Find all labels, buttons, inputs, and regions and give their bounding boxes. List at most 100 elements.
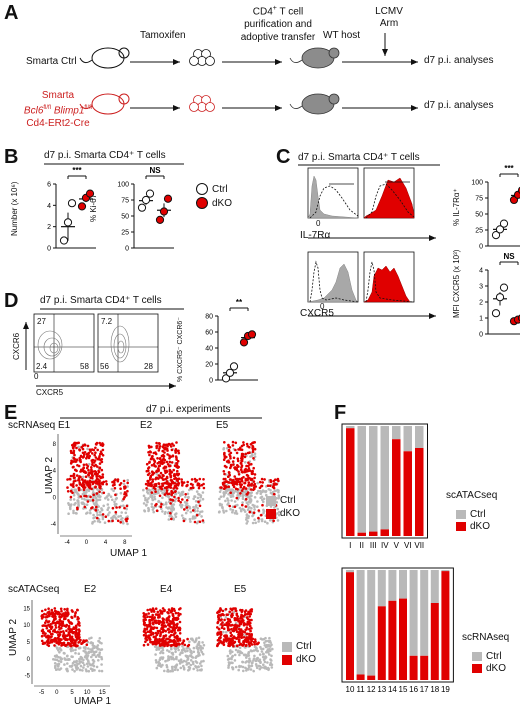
e-atac-2-cell-ctrl [197,651,201,655]
f1-bar-ctrl-III [369,426,378,532]
e-rna-1-cell-dko [98,479,101,482]
e-rna-1-cell-ctrl [96,513,99,517]
e-rna-1-cell-ctrl [85,512,88,515]
e-atac-3-cell-dko [225,621,229,625]
e-rna-2-cell-dko [149,457,153,461]
e-atac-2-cell-dko [149,630,153,633]
e-rna-2-cell-dko [153,460,157,464]
f1-bar-ctrl-IV [380,426,389,530]
e-rna-2-cell-dko [176,459,180,463]
e-rna-1-cell-ctrl [106,498,110,501]
e-rna-1-cell-dko [72,460,75,463]
e-rna-1-cell-dko [70,451,73,455]
e-atac-3-cell-dko [248,644,251,648]
e-rna-1-cell-dko [78,481,81,485]
e-rna-2-cell-dko [165,491,168,495]
e-rna-2-cell-ctrl [197,492,200,496]
e-rna-2-cell-dko [176,483,179,486]
e-rna-2-cell-dko [163,493,167,496]
e-atac-2-cell-dko [146,615,149,618]
e-rna-3-cell-ctrl [244,461,247,464]
e-atac-2-cell-dko [167,611,170,615]
e-atac-3-cell-ctrl [260,638,264,641]
e-rna-1-cell-ctrl [122,504,125,508]
e-rna-3-cell-dko [220,486,223,489]
e-rna-2-cell-dko [157,482,161,486]
e-atac-1-cell-dko [40,639,44,643]
row2-bcl6: Bcl6 [23,105,44,117]
c2-ytick-label: 4 [479,268,483,275]
e-rna-3-cell-dko [229,491,232,495]
e-atac-2-cell-ctrl [198,646,202,650]
legend-e-rna-ctrl: Ctrl [266,494,300,507]
e-atac-3-cell-dko [250,639,253,643]
e-rna-3-cell-ctrl [225,447,229,450]
purif-line: purification and [244,19,312,31]
f2-frame [341,567,454,683]
e-atac-3-cell-ctrl [270,643,273,646]
e-atac-2-cell-dko [155,638,159,641]
e-atac-1-cell-dko [71,630,74,634]
e-rna-3-cell-dko [242,475,245,479]
e-atac-2-cell-ctrl [201,652,205,656]
e-rna-2-cell-dko [163,451,166,454]
e-rna-2-cell-dko [154,451,157,454]
e-rna-2-cell-dko [157,449,161,452]
e-atac-3-cell-ctrl [271,647,274,651]
e-rna-3-cell-dko [234,481,238,484]
e-atac-1-cell-ctrl [88,637,91,640]
e-rna-2-cell-ctrl [193,516,196,520]
e-atac-1-cell-ctrl [68,658,71,661]
e-atac-2-cell-dko [144,635,148,639]
e-rna-1-points [66,441,129,526]
b2-sig: NS [149,166,161,175]
e-rna-3-cell-ctrl [230,499,233,502]
e-atac-2-cell-dko [146,643,150,646]
e-rna-2-cell-ctrl [153,497,157,501]
e-atac-2-cell-dko [154,607,158,610]
e-rna-2-cell-ctrl [171,503,174,507]
e-atac-3-cell-dko [225,613,228,616]
e-rna-1-cell-dko [92,448,96,452]
e-rna-2-cell-dko [145,462,149,466]
mouse-icon-ctrl [79,47,130,69]
e-rna-2-cell-dko [150,491,154,494]
e-atac-2-cell-dko [177,626,181,630]
e-rna-3-cell-dko [222,470,226,473]
e-rna-2-cell-ctrl [196,507,199,510]
e-atac-2-cell-dko [173,629,176,632]
e-rna-1-cell-dko [123,506,126,510]
e-atac-3-cell-ctrl [238,653,241,657]
e-rna-2-cell-dko [148,461,151,464]
e-atac-1-cell-dko [56,610,60,614]
e-atac-3-cell-dko [239,642,242,646]
d1-point-Ctrl [225,368,235,377]
e-rna-1-cell-dko [75,446,78,450]
e-rna-1-cell-ctrl [72,498,76,501]
e-atac-3-cell-dko [256,642,259,646]
e-atac-3-cell-dko [248,634,251,637]
e-atac-1-cell-dko [73,615,77,618]
e-rna-1-cell-ctrl [77,500,80,504]
e-rna-2-cell-ctrl [189,510,193,514]
e-atac-3-cell-dko [253,638,257,641]
e-rna-3-cell-ctrl [250,507,253,510]
mouse-icon-host-1 [289,47,340,69]
e-rna-1-cell-dko [113,486,117,490]
e-rna-3-cell-ctrl [231,509,235,512]
e-atac-1-cell-ctrl [85,662,89,666]
e-atac-2-cell-dko [144,640,147,643]
e-atac-3-cell-ctrl [264,645,268,649]
e-atac-2-cell-ctrl [175,663,178,667]
e-atac-3-cell-ctrl [228,650,232,653]
e-atac-1-cell-dko [70,615,73,619]
e-atac-2-cell-ctrl [178,662,182,665]
e-rna-1-cell-ctrl [72,493,76,497]
e-rna-3-cell-ctrl [225,489,229,493]
e-atac-1-points [40,607,104,673]
e-atac-2-cell-ctrl [188,640,191,644]
e-atac-3-cell-ctrl [266,639,270,643]
e-atac-1-cell-dko [48,630,52,634]
e-atac-2-cell-ctrl [202,643,206,647]
e-rna-3-cell-ctrl [241,492,244,495]
